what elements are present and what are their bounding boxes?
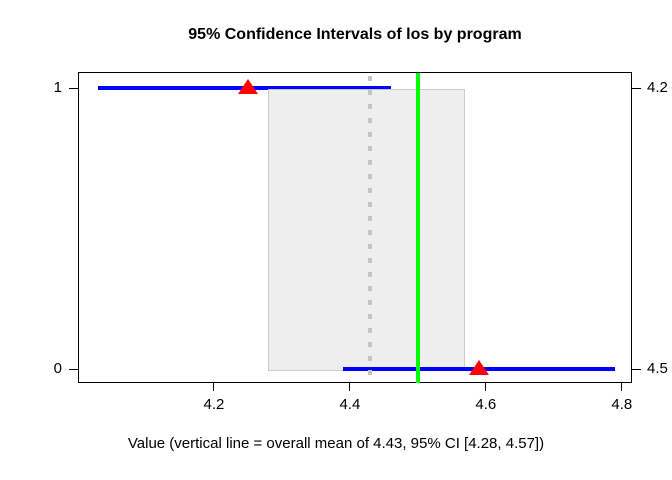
y-tick-left <box>69 87 78 89</box>
x-tick <box>213 383 215 391</box>
mean-triangle-marker <box>237 79 258 94</box>
chart-title: 95% Confidence Intervals of los by progr… <box>188 26 522 43</box>
y-tick-right <box>632 87 641 89</box>
x-tick <box>485 383 487 391</box>
y-tick-left <box>69 368 78 370</box>
group-mean-right-label: 4.2 <box>647 79 668 96</box>
overall-ci-rect <box>268 89 466 371</box>
group-mean-right-label: 4.5 <box>647 360 668 377</box>
x-axis-caption: Value (vertical line = overall mean of 4… <box>127 435 545 452</box>
x-tick <box>621 383 623 391</box>
x-tick <box>349 383 351 391</box>
x-tick-label: 4.4 <box>339 396 361 413</box>
x-tick-label: 4.2 <box>203 396 225 413</box>
x-tick-label: 4.6 <box>475 396 497 413</box>
overall-mean-dashed-line <box>368 76 373 382</box>
green-vertical-line <box>415 73 420 383</box>
y-tick-label-left: 1 <box>53 79 62 96</box>
y-tick-right <box>632 368 641 370</box>
x-tick-label: 4.8 <box>611 396 633 413</box>
mean-triangle-marker <box>469 360 490 375</box>
y-tick-label-left: 0 <box>53 360 62 377</box>
